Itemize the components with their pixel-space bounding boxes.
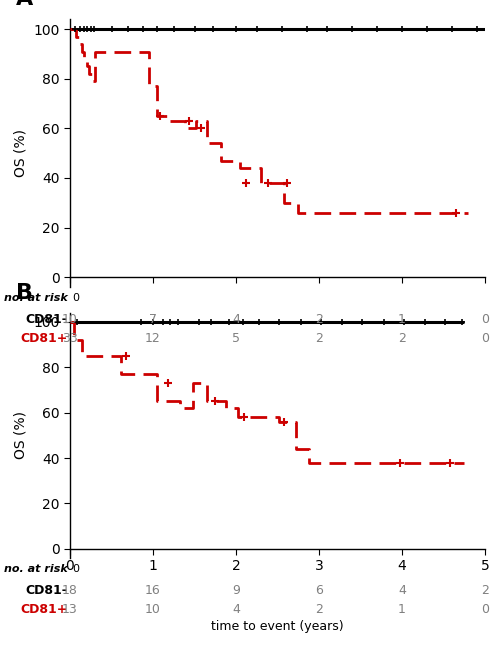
- Text: CD81-: CD81-: [26, 313, 68, 326]
- Text: 0: 0: [481, 332, 489, 345]
- Text: no. at risk: no. at risk: [4, 293, 68, 304]
- Text: 5: 5: [232, 332, 240, 345]
- Text: 0: 0: [481, 603, 489, 616]
- Text: 10: 10: [145, 603, 161, 616]
- Text: 2: 2: [315, 313, 323, 326]
- Text: 4: 4: [232, 603, 240, 616]
- Text: 7: 7: [149, 313, 157, 326]
- Text: 6: 6: [315, 584, 323, 597]
- Text: 18: 18: [62, 584, 78, 597]
- Text: 1: 1: [398, 603, 406, 616]
- Text: 12: 12: [145, 332, 161, 345]
- Text: 4: 4: [232, 313, 240, 326]
- Text: 0: 0: [72, 564, 80, 575]
- Text: CD81+: CD81+: [20, 332, 68, 345]
- Text: 1: 1: [398, 313, 406, 326]
- Text: A: A: [16, 0, 34, 8]
- Text: 0: 0: [481, 313, 489, 326]
- Text: 2: 2: [398, 332, 406, 345]
- Text: time to event (years): time to event (years): [211, 620, 344, 633]
- Text: CD81+: CD81+: [20, 603, 68, 616]
- Text: 16: 16: [145, 584, 161, 597]
- Text: 33: 33: [62, 332, 78, 345]
- Text: 4: 4: [398, 584, 406, 597]
- Text: 2: 2: [315, 603, 323, 616]
- Text: CD81-: CD81-: [26, 584, 68, 597]
- Y-axis label: OS (%): OS (%): [14, 129, 28, 177]
- Text: 9: 9: [232, 584, 240, 597]
- Text: 13: 13: [62, 603, 78, 616]
- Text: 10: 10: [62, 313, 78, 326]
- Text: 2: 2: [481, 584, 489, 597]
- Text: 0: 0: [72, 293, 80, 304]
- Text: B: B: [16, 283, 33, 303]
- Y-axis label: OS (%): OS (%): [14, 412, 28, 459]
- Text: no. at risk: no. at risk: [4, 564, 68, 575]
- Text: 2: 2: [315, 332, 323, 345]
